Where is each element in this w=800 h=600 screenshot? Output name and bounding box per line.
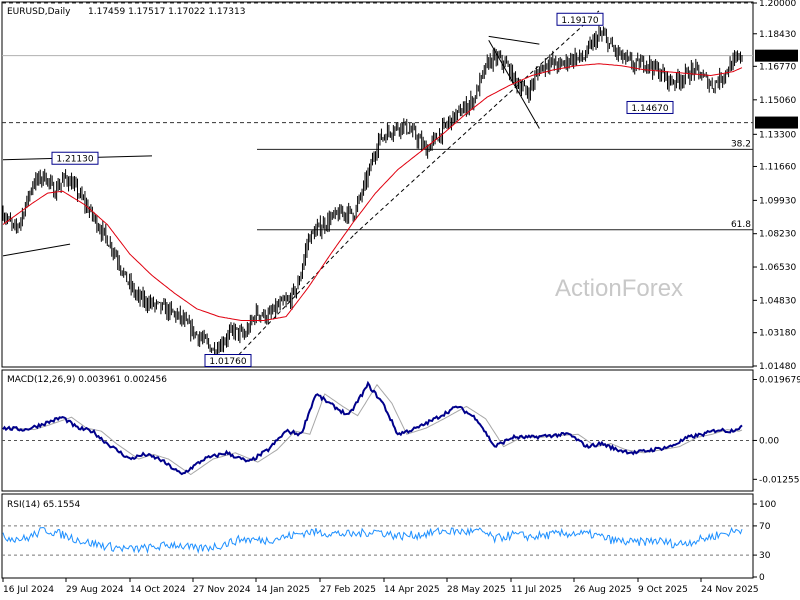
price-tick-label: 1.06530 xyxy=(759,263,796,273)
price-tick-label: 1.09930 xyxy=(759,196,796,206)
macd-label: MACD(12,26,9) 0.003961 0.002456 xyxy=(7,375,167,385)
price-tick-label: 1.08230 xyxy=(759,230,796,240)
rsi-axis: 100 70 30 0 xyxy=(2,500,776,583)
level-label-box xyxy=(626,100,674,114)
rsi-tick-label: 0 xyxy=(759,573,765,583)
time-tick-label: 24 Nov 2025 xyxy=(701,585,759,595)
time-tick-label: 29 Aug 2024 xyxy=(66,585,124,595)
time-tick-label: 27 Feb 2025 xyxy=(320,585,376,595)
rsi-tick-label: 30 xyxy=(759,551,771,561)
price-tick-label: 1.16770 xyxy=(759,62,796,72)
trend-line xyxy=(2,243,71,257)
price-tick-label: 1.04830 xyxy=(759,296,796,306)
rsi-tick-label: 70 xyxy=(759,522,771,532)
trend-line xyxy=(354,10,600,235)
time-tick-label: 28 May 2025 xyxy=(447,585,506,595)
macd-tick-label: -0.012552 xyxy=(759,475,800,485)
level-label-box xyxy=(556,12,604,26)
price-tick-label: 1.03180 xyxy=(759,329,796,339)
current-price-box xyxy=(755,49,798,62)
macd-tick-label: 0.019679 xyxy=(759,375,800,385)
time-tick-label: 26 Aug 2025 xyxy=(574,585,632,595)
rsi-label: RSI(14) 65.1554 xyxy=(7,500,80,510)
watermark: ActionForex xyxy=(555,275,683,302)
price-tick-label: 1.20000 xyxy=(759,0,796,9)
fibonacci-label: 61.8 xyxy=(731,220,751,230)
support-level-label: 1.13900 xyxy=(759,119,796,129)
current-price-label: 1.17313 xyxy=(759,52,796,62)
rsi-panel: RSI(14) 65.1554 100 70 30 0 xyxy=(1,493,776,583)
price-annotations: 1.21130 1.01760 1.19170 1.14670 xyxy=(51,12,674,368)
macd-tick-label: 0.00 xyxy=(759,436,779,446)
support-level-box xyxy=(755,116,798,129)
fibonacci-label: 38.2 xyxy=(731,139,751,149)
price-tick-label: 1.13300 xyxy=(759,130,796,140)
price-tick-label: 1.15060 xyxy=(759,96,796,106)
price-tick-label: 1.11660 xyxy=(759,162,796,172)
macd-panel: MACD(12,26,9) 0.003961 0.002456 0.019679… xyxy=(1,369,800,492)
ohlc-values: 1.17459 1.17517 1.17022 1.17313 xyxy=(88,7,245,17)
candle-series xyxy=(2,25,743,365)
price-levels: 38.2 61.8 xyxy=(2,2,753,231)
time-tick-label: 14 Jan 2025 xyxy=(256,585,310,595)
price-panel: ActionForex EURUSD,Daily 1.17459 1.17517… xyxy=(1,0,798,372)
level-label-box xyxy=(51,151,99,165)
time-tick-label: 11 Jul 2025 xyxy=(511,585,562,595)
moving-average-line xyxy=(2,63,743,321)
time-tick-label: 14 Oct 2024 xyxy=(130,585,186,595)
level-label: 1.19170 xyxy=(561,16,598,26)
time-tick-label: 16 Jul 2024 xyxy=(3,585,54,595)
price-tick-label: 1.01480 xyxy=(759,362,796,372)
price-tick-label: 1.18430 xyxy=(759,30,796,40)
level-label: 1.14670 xyxy=(631,104,668,114)
time-tick-label: 27 Nov 2024 xyxy=(193,585,251,595)
time-tick-label: 14 Apr 2025 xyxy=(384,585,440,595)
trend-line xyxy=(233,233,355,361)
time-axis: 16 Jul 2024 29 Aug 2024 14 Oct 2024 27 Nov … xyxy=(2,578,759,595)
chart-title: EURUSD,Daily xyxy=(7,7,71,17)
rsi-tick-label: 100 xyxy=(759,500,776,510)
macd-line xyxy=(2,380,743,476)
time-tick-label: 9 Oct 2025 xyxy=(638,585,688,595)
level-label: 1.21130 xyxy=(56,155,93,165)
level-label-box xyxy=(204,354,252,368)
level-label: 1.01760 xyxy=(209,357,246,367)
trend-line xyxy=(488,35,540,45)
macd-axis: 0.019679 0.00 -0.012552 xyxy=(2,375,800,485)
price-axis: 1.20000 1.18430 1.16770 1.15060 1.13300 1.116… xyxy=(753,0,798,372)
rsi-line xyxy=(2,526,743,555)
